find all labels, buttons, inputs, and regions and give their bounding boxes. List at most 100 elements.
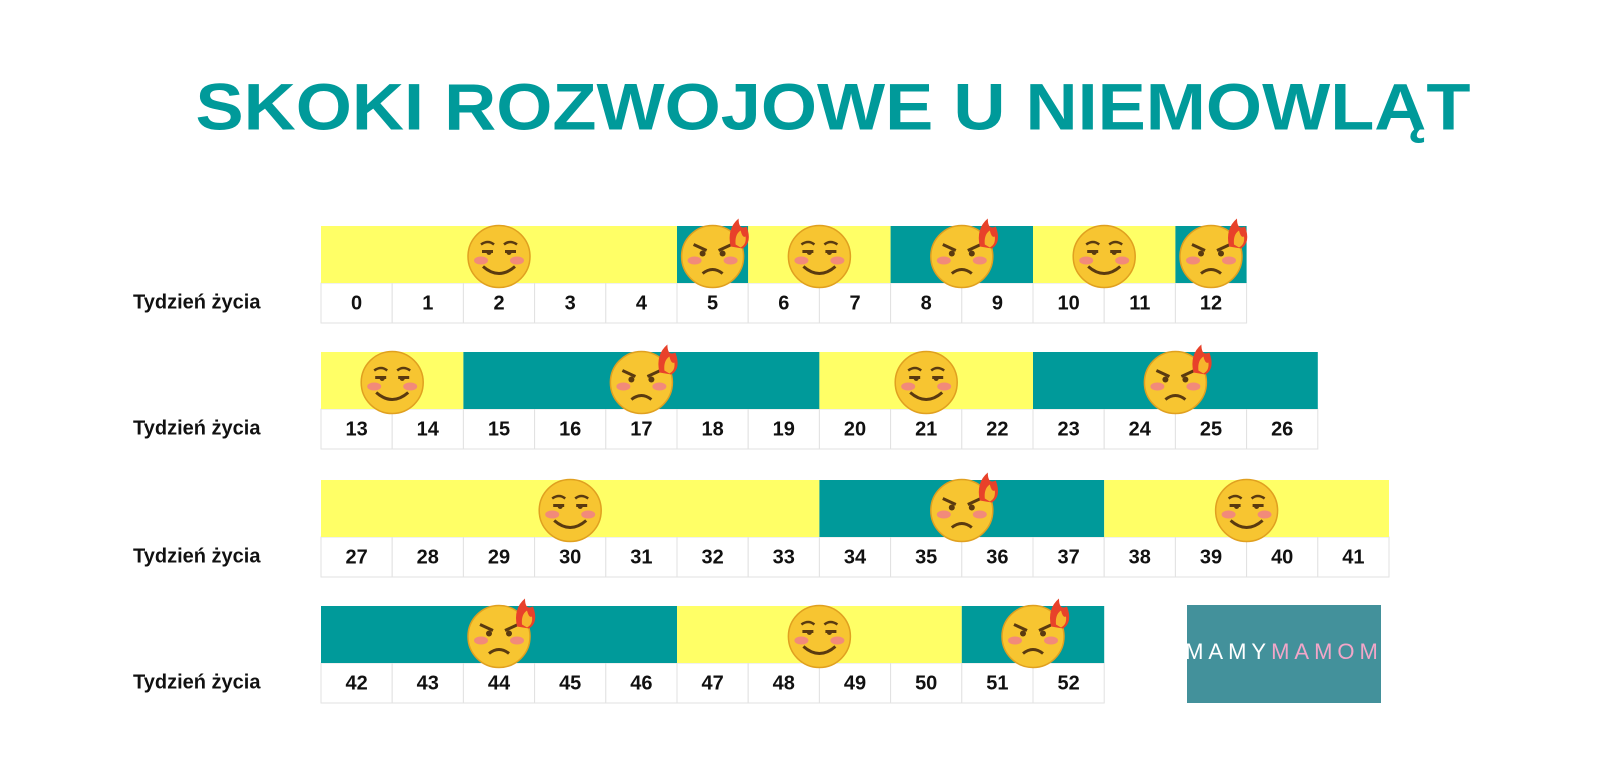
week-number: 35 <box>915 546 937 568</box>
mouth <box>1229 519 1264 529</box>
cheek <box>936 256 951 265</box>
mouth <box>1022 648 1044 655</box>
week-cell <box>961 536 1034 578</box>
mouth <box>950 522 973 529</box>
week-number: 27 <box>345 546 367 568</box>
face <box>467 604 531 669</box>
week-number: 42 <box>345 672 367 694</box>
week-number: 33 <box>773 546 795 568</box>
week-number: 21 <box>915 418 937 440</box>
week-cell <box>890 282 963 324</box>
week-number: 34 <box>844 546 867 568</box>
week-number: 52 <box>1057 672 1079 694</box>
week-number: 19 <box>773 418 795 440</box>
week-cell <box>534 662 607 704</box>
logo-part: MAMY <box>1185 639 1271 664</box>
week-number: 45 <box>559 672 581 694</box>
eye <box>933 376 939 381</box>
cheek <box>510 636 524 645</box>
brow <box>479 623 519 632</box>
eye <box>557 504 563 509</box>
brow <box>907 366 945 372</box>
fussy-face <box>930 472 999 543</box>
week-cell <box>1317 536 1390 578</box>
cheek <box>794 256 809 265</box>
eye <box>648 376 655 383</box>
week-cell <box>961 408 1034 450</box>
eye <box>1091 250 1097 255</box>
week-number: 16 <box>559 418 581 440</box>
row-label: Tydzień życia <box>133 417 261 439</box>
mouth <box>802 265 837 275</box>
week-number: 2 <box>493 292 504 314</box>
eye <box>379 376 385 381</box>
mouth <box>950 268 973 275</box>
face <box>930 478 994 543</box>
cheek <box>901 382 916 391</box>
week-number: 32 <box>701 546 723 568</box>
brow <box>1013 623 1053 632</box>
eye <box>968 504 975 511</box>
week-cell <box>818 408 892 450</box>
week-number: 30 <box>559 546 581 568</box>
eye <box>699 250 706 257</box>
mouth <box>1164 394 1187 401</box>
cheek <box>1186 256 1200 265</box>
week-cell <box>676 408 749 450</box>
brow <box>942 497 982 506</box>
week-number: 41 <box>1342 546 1364 568</box>
week-number: 4 <box>636 292 648 314</box>
week-number: 23 <box>1057 418 1079 440</box>
week-number: 11 <box>1129 292 1150 314</box>
cheek <box>937 382 952 391</box>
week-cell <box>1032 282 1105 324</box>
week-cell <box>961 662 1034 704</box>
week-cell <box>320 536 393 578</box>
face <box>467 224 531 289</box>
face <box>538 478 602 543</box>
cheek <box>1186 382 1201 391</box>
week-cell <box>676 662 749 704</box>
cheek <box>1150 382 1165 391</box>
flame <box>664 356 675 374</box>
week-cell <box>676 282 749 324</box>
week-number: 7 <box>849 292 860 314</box>
brow <box>942 243 982 252</box>
fussy-face <box>1143 344 1212 415</box>
week-number: 22 <box>986 418 1008 440</box>
week-cell <box>818 536 892 578</box>
cheek <box>403 382 418 391</box>
week-cell <box>462 536 536 578</box>
cheek <box>972 510 987 519</box>
brow <box>480 240 518 246</box>
eye <box>486 250 492 255</box>
week-number: 6 <box>778 292 789 314</box>
face <box>1072 224 1136 289</box>
calm-face <box>787 224 852 289</box>
face <box>787 224 852 289</box>
week-number: 47 <box>701 672 723 694</box>
week-number: 14 <box>417 418 440 440</box>
week-cell <box>1032 662 1105 704</box>
logo-part: MAMOM <box>1271 639 1383 664</box>
face <box>1179 224 1243 289</box>
eye <box>1182 376 1189 383</box>
week-number: 24 <box>1129 418 1152 440</box>
week-number: 31 <box>630 546 652 568</box>
cheek <box>474 256 488 265</box>
eye <box>719 250 726 257</box>
week-number: 20 <box>844 418 866 440</box>
cheek <box>1079 256 1094 265</box>
cheek <box>616 382 631 391</box>
face <box>1143 350 1208 415</box>
week-cell <box>1032 408 1105 450</box>
cheek <box>1222 256 1236 265</box>
brow <box>800 240 839 246</box>
cheek <box>1044 636 1058 645</box>
calm-face <box>1214 478 1279 543</box>
brow <box>800 620 839 626</box>
brow <box>1227 494 1266 500</box>
mouth <box>375 391 410 401</box>
calm-face <box>894 350 958 415</box>
week-number: 46 <box>630 672 652 694</box>
